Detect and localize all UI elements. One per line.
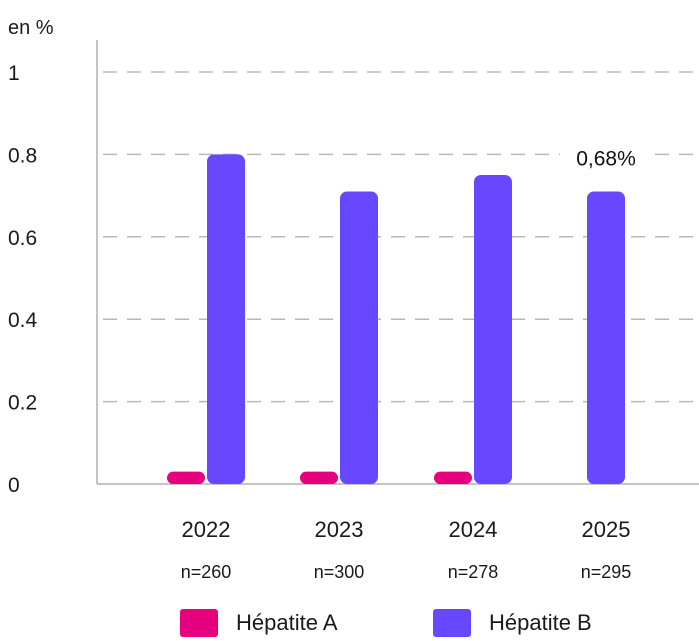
data-labels: 0,68%: [560, 141, 652, 172]
x-tick-sublabel: n=300: [314, 562, 365, 582]
x-tick-sublabel: n=278: [448, 562, 499, 582]
x-tick-label: 2022: [182, 517, 231, 542]
legend-label-hepatite-a: Hépatite A: [236, 610, 338, 635]
data-label-background: [560, 141, 652, 172]
x-tick-labels: 2022 n=260 2023 n=300 2024 n=278 2025 n=295: [181, 517, 632, 582]
legend-item-hepatite-b: Hépatite B: [433, 608, 592, 638]
bar-hepatite-a-2022: [167, 471, 205, 484]
y-tick-label: 0.2: [8, 392, 37, 415]
y-tick-label: 0.8: [8, 144, 37, 167]
bar-chart: en % 00.20.40.60.81 2022n=2602023n=30020…: [8, 17, 699, 582]
bar-hepatite-b-2024: [474, 175, 512, 484]
y-tick-label: 0: [8, 474, 20, 497]
y-axis-unit-label: en %: [8, 17, 54, 39]
bar-hepatite-b-2025: [587, 191, 625, 485]
x-tick-label: 2025: [582, 517, 631, 542]
y-tick-labels: 0 0.2 0.4 0.6 0.8 1: [8, 62, 38, 497]
legend-swatch-hepatite-a: [180, 609, 218, 637]
bar-hepatite-a-2024: [434, 471, 472, 484]
legend-item-hepatite-a: Hépatite A: [180, 608, 338, 638]
y-tick-label: 0.4: [8, 309, 38, 332]
gridlines: [103, 71, 699, 403]
x-tick-label: 2023: [315, 517, 364, 542]
bars: [167, 154, 625, 485]
x-tick-sublabel: n=260: [181, 562, 232, 582]
bar-hepatite-a-2023: [300, 471, 338, 484]
y-tick-label: 0.6: [8, 227, 37, 250]
legend-label-hepatite-b: Hépatite B: [489, 610, 592, 635]
x-tick-label: 2024: [449, 517, 498, 542]
bar-hepatite-b-2023: [340, 191, 378, 485]
x-tick-sublabel: n=295: [581, 562, 632, 582]
y-tick-label: 1: [8, 62, 20, 85]
data-label: 0,68%: [576, 147, 636, 170]
legend-swatch-hepatite-b: [433, 609, 471, 637]
bar-hepatite-b-2022: [207, 154, 245, 484]
